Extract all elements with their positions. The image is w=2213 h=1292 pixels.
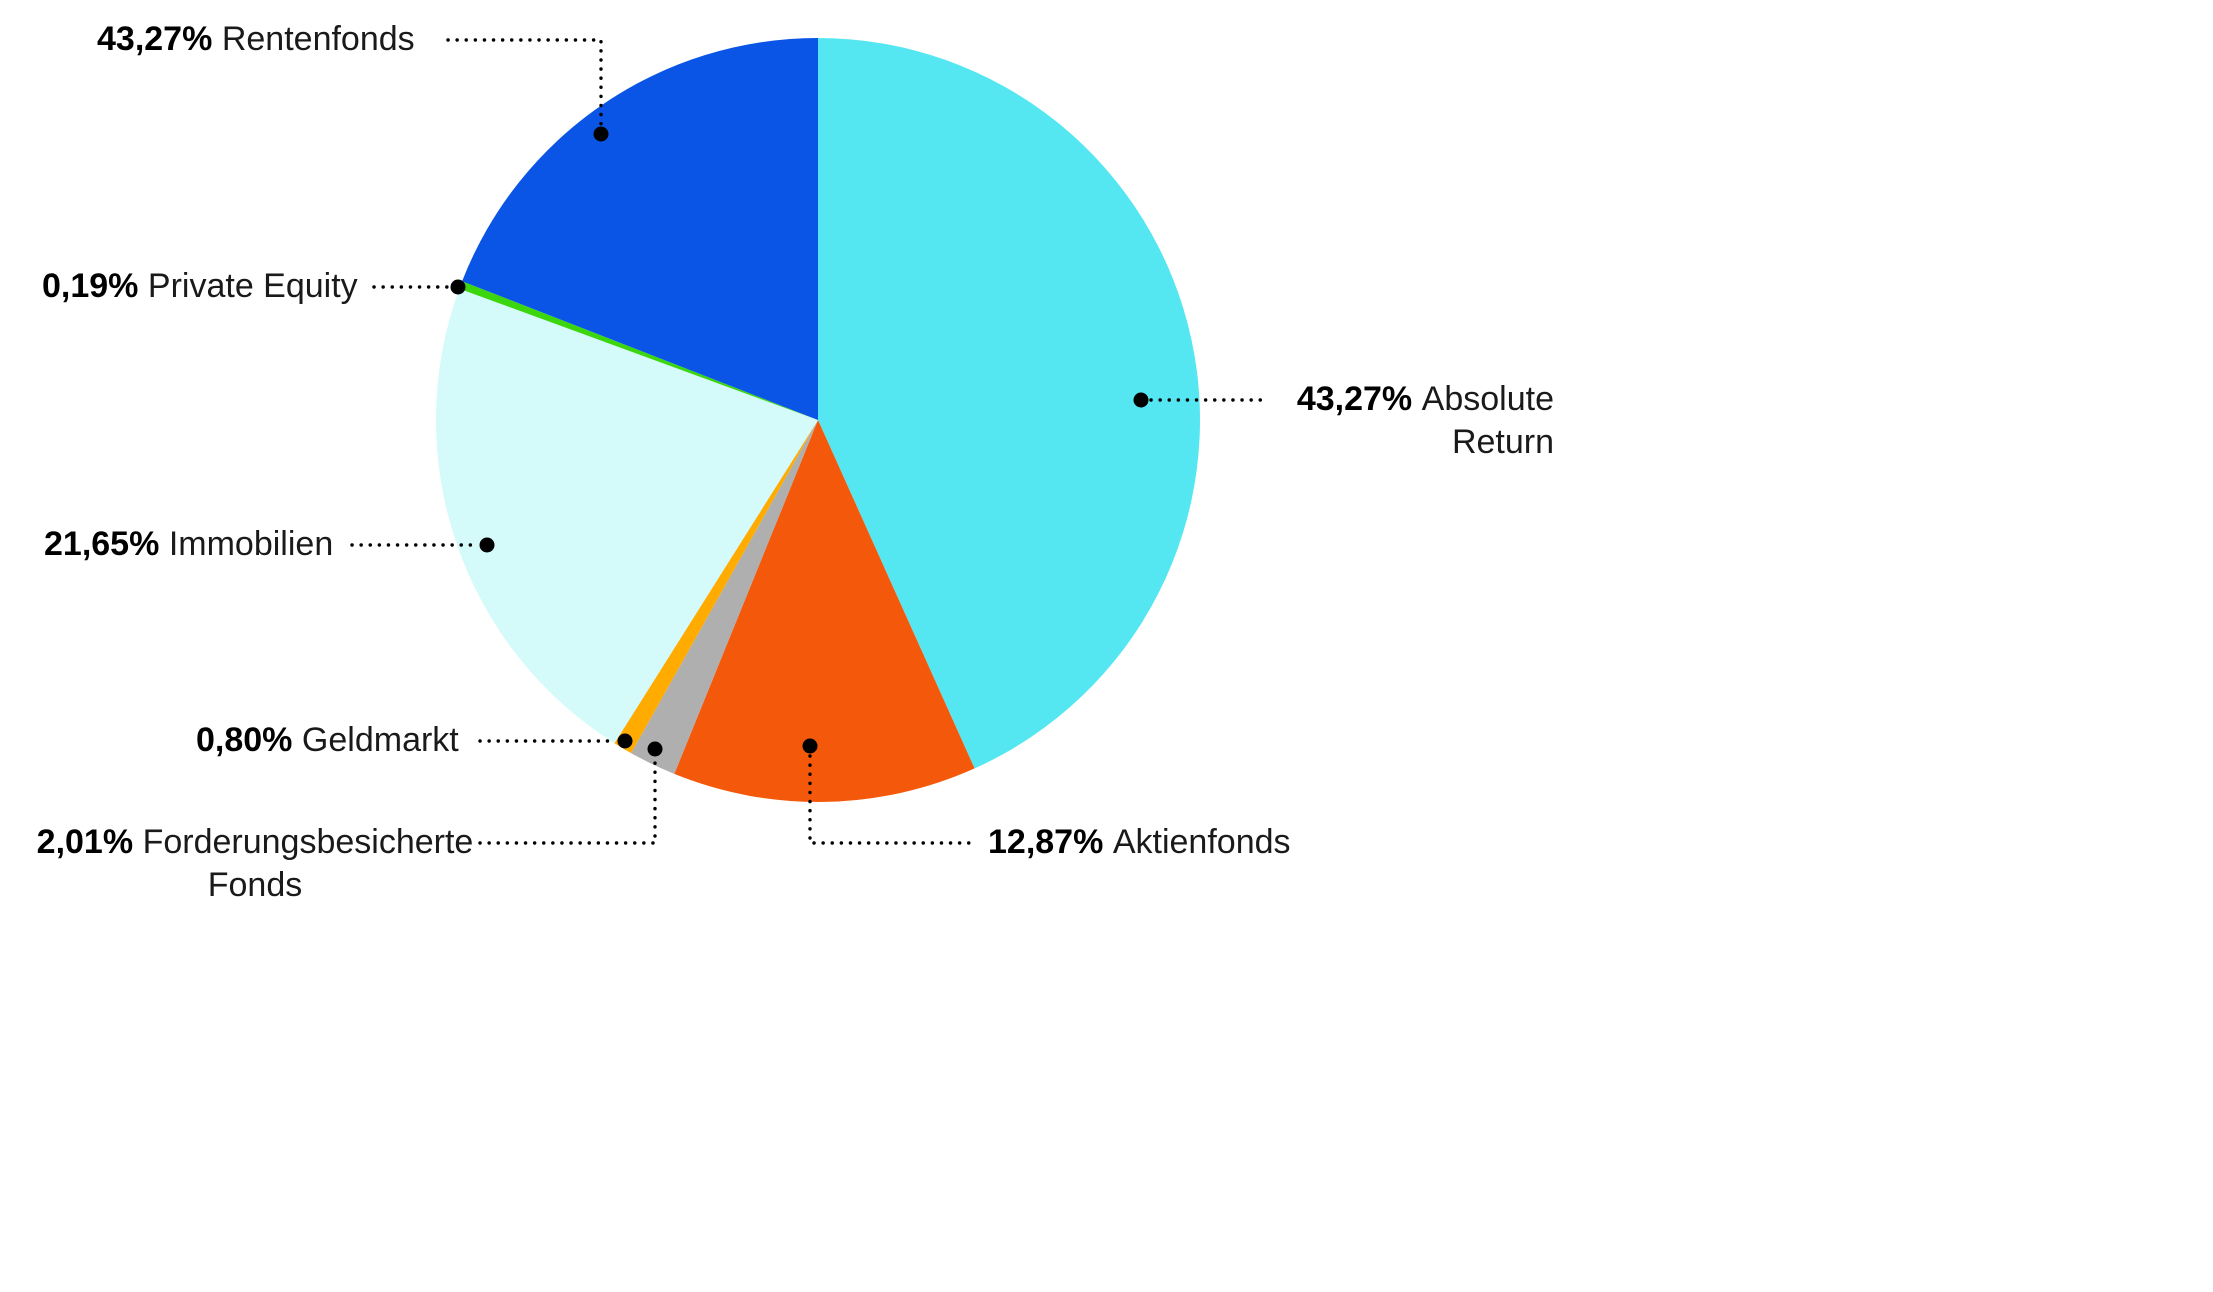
label-forderungsbesicherte-name: Forderungsbesicherte Fonds [142, 823, 474, 904]
pie-slice-private-equity [459, 281, 818, 420]
anchor-dot-absolute-return [1133, 392, 1149, 408]
leader-line-forderungsbesicherte [478, 757, 657, 845]
pie-slice-aktienfonds [674, 420, 975, 802]
anchor-dot-private-equity [450, 279, 466, 295]
anchor-dot-rentenfonds [593, 126, 609, 142]
label-aktienfonds: 12,87% Aktienfonds [988, 821, 1291, 864]
label-immobilien: 21,65% Immobilien [44, 523, 333, 566]
label-private-equity-percent: 0,19% [42, 267, 139, 305]
label-forderungsbesicherte-fonds: 2,01% Forderungsbesicherte Fonds [25, 821, 485, 907]
label-geldmarkt: 0,80% Geldmarkt [196, 719, 459, 762]
pie-slice-absolute-return [818, 38, 1200, 769]
leader-line-rentenfonds [446, 38, 603, 126]
label-absolute-return-percent: 43,27% [1296, 380, 1413, 418]
label-absolute-return-name: Absolute Return [1421, 380, 1554, 461]
label-geldmarkt-name: Geldmarkt [301, 721, 459, 759]
label-private-equity: 0,19% Private Equity [42, 265, 358, 308]
label-aktienfonds-percent: 12,87% [988, 823, 1104, 861]
pie-slice-geldmarkt [614, 420, 818, 754]
label-rentenfonds: 43,27% Rentenfonds [97, 18, 415, 61]
pie [436, 37, 1200, 802]
pie-slice-rentenfonds [462, 37, 818, 420]
label-immobilien-percent: 21,65% [44, 525, 160, 563]
label-aktienfonds-name: Aktienfonds [1112, 823, 1291, 861]
label-geldmarkt-percent: 0,80% [196, 721, 293, 759]
label-forderungsbesicherte-percent: 2,01% [36, 823, 134, 861]
anchor-dot-immobilien [479, 537, 495, 553]
anchor-dot-forderungsbesicherte [647, 741, 663, 757]
label-absolute-return: 43,27% Absolute Return [1272, 378, 1554, 464]
label-immobilien-name: Immobilien [168, 525, 334, 563]
label-private-equity-name: Private Equity [147, 267, 358, 305]
label-rentenfonds-percent: 43,27% [97, 20, 213, 58]
pie-slice-forderungsbesicherte [631, 420, 818, 774]
label-rentenfonds-name: Rentenfonds [221, 20, 415, 58]
leader-line-aktienfonds [808, 754, 977, 845]
anchor-dot-aktienfonds [802, 738, 818, 754]
pie-slice-immobilien [436, 288, 818, 744]
anchor-dot-geldmarkt [617, 733, 633, 749]
